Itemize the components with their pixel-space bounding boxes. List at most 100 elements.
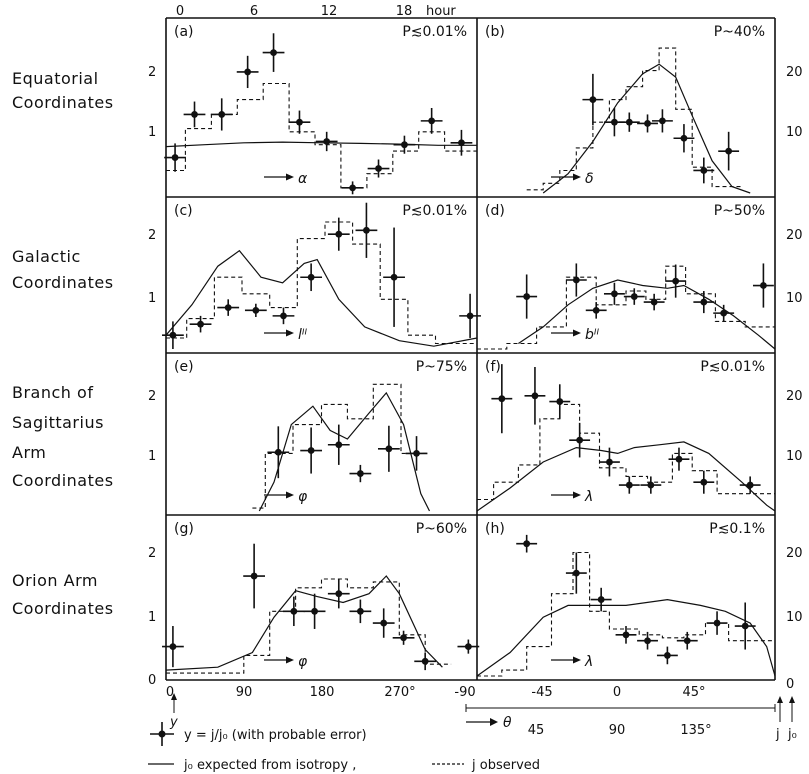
- row-label-sagittarius-2: Sagittarius: [12, 413, 104, 432]
- observed-histogram: [166, 578, 452, 674]
- right-y-ticks: 20 10 20 10 20 10 20 10 0: [786, 65, 803, 692]
- data-point: [335, 441, 343, 449]
- panel-g: (g) P~60% φ: [162, 521, 480, 674]
- data-point: [630, 293, 638, 300]
- panel-letter: (g): [174, 521, 194, 537]
- theta-arrowhead: [490, 718, 498, 726]
- data-point: [611, 290, 618, 298]
- left-tick-0-row4: 0: [148, 673, 156, 688]
- panel-letter: (f): [485, 359, 501, 375]
- p-value: P~40%: [714, 24, 765, 40]
- data-point: [531, 392, 539, 400]
- x-arrowhead: [286, 491, 294, 499]
- observed-histogram: [477, 265, 775, 350]
- right-tick-10-row2: 10: [786, 291, 803, 306]
- bottom-b-tick-0: 0: [613, 685, 621, 700]
- left-y-arrowhead: [171, 693, 177, 700]
- legend-dashed-text: j observed: [471, 758, 540, 773]
- right-j-arrowhead: [777, 696, 783, 703]
- x-variable-label: lᴵᴵ: [298, 327, 307, 343]
- x-variable-label: bᴵᴵ: [585, 327, 599, 343]
- data-point: [675, 455, 683, 463]
- x-arrowhead: [573, 491, 581, 499]
- bottom-b-tick-minus45: -45: [531, 685, 552, 700]
- x-arrowhead: [573, 329, 581, 337]
- p-value: P≲0.1%: [709, 521, 765, 537]
- panel-h: (h) P≲0.1% λ: [476, 521, 776, 677]
- x-arrowhead: [286, 656, 294, 664]
- bottom-c-tick-45: 45: [528, 723, 545, 738]
- left-y-ticks: 2 1 2 1 2 1 2 1 0: [148, 65, 156, 688]
- row-label-galactic-2: Coordinates: [12, 273, 114, 292]
- right-tick-20-row1: 20: [786, 65, 803, 80]
- data-point: [413, 450, 420, 457]
- data-point: [680, 134, 688, 142]
- data-point: [589, 96, 597, 104]
- x-variable-label: λ: [584, 654, 593, 670]
- data-point: [363, 226, 370, 234]
- data-point: [622, 631, 630, 639]
- panel-d: (d) P~50% bᴵᴵ: [477, 203, 776, 350]
- bottom-a-tick-90: 90: [236, 685, 253, 700]
- bottom-a-tick-270: 270°: [384, 685, 415, 700]
- data-point: [296, 118, 303, 126]
- expected-curve: [542, 63, 751, 194]
- data-point: [576, 436, 584, 444]
- data-point: [700, 478, 708, 486]
- row-label-orion-1: Orion Arm: [12, 571, 98, 590]
- data-point: [311, 607, 318, 615]
- row-label-orion-2: Coordinates: [12, 599, 114, 618]
- bottom-a-tick-180: 180: [310, 685, 335, 700]
- panel-a: (a) P≲0.01% α: [164, 24, 477, 195]
- top-tick-0: 0: [176, 4, 184, 19]
- data-point: [335, 230, 343, 238]
- data-point: [218, 111, 226, 118]
- bottom-c-tick-90: 90: [609, 723, 626, 738]
- data-point: [625, 118, 633, 126]
- observed-histogram: [166, 221, 477, 345]
- x-arrowhead: [286, 173, 294, 181]
- data-point: [572, 569, 580, 577]
- p-value: P~60%: [416, 521, 467, 537]
- data-point: [611, 118, 618, 126]
- data-point: [380, 619, 388, 627]
- data-point: [171, 154, 179, 161]
- expected-curve: [476, 441, 776, 512]
- data-point: [244, 68, 252, 76]
- expected-curve: [258, 391, 431, 512]
- data-point: [592, 306, 600, 314]
- top-axis-unit: hour: [426, 4, 456, 19]
- data-point: [725, 147, 733, 155]
- data-point: [375, 165, 382, 172]
- data-point: [356, 470, 364, 477]
- data-point: [644, 637, 651, 645]
- observed-histogram: [526, 47, 742, 191]
- top-tick-18: 18: [396, 4, 413, 19]
- right-j0-arrowhead: [789, 696, 795, 703]
- x-variable-label: λ: [584, 489, 593, 505]
- left-tick-1-row1: 1: [148, 125, 156, 140]
- panel-e: (e) P~75% φ: [174, 359, 467, 512]
- data-point: [307, 447, 315, 454]
- x-arrowhead: [286, 329, 294, 337]
- right-j-symbol: j: [775, 727, 780, 742]
- x-variable-label: φ: [298, 489, 308, 505]
- expected-curve: [518, 279, 776, 350]
- bottom-b-tick-45: 45°: [682, 685, 705, 700]
- panel-letter: (b): [485, 24, 505, 40]
- data-point: [335, 590, 343, 598]
- data-point: [250, 572, 258, 580]
- row-labels: Equatorial Coordinates Galactic Coordina…: [12, 69, 114, 618]
- legend-point-text: y = j/j₀ (with probable error): [184, 728, 367, 743]
- left-tick-2-row2: 2: [148, 228, 156, 243]
- panel-letter: (a): [174, 24, 194, 40]
- panel-f: (f) P≲0.01% λ: [476, 359, 776, 512]
- data-point: [659, 117, 666, 125]
- left-tick-2-row1: 2: [148, 65, 156, 80]
- x-variable-label: α: [298, 171, 308, 187]
- left-tick-1-row3: 1: [148, 449, 156, 464]
- p-value: P≲0.01%: [700, 359, 765, 375]
- right-tick-20-row2: 20: [786, 228, 803, 243]
- data-point: [169, 331, 177, 339]
